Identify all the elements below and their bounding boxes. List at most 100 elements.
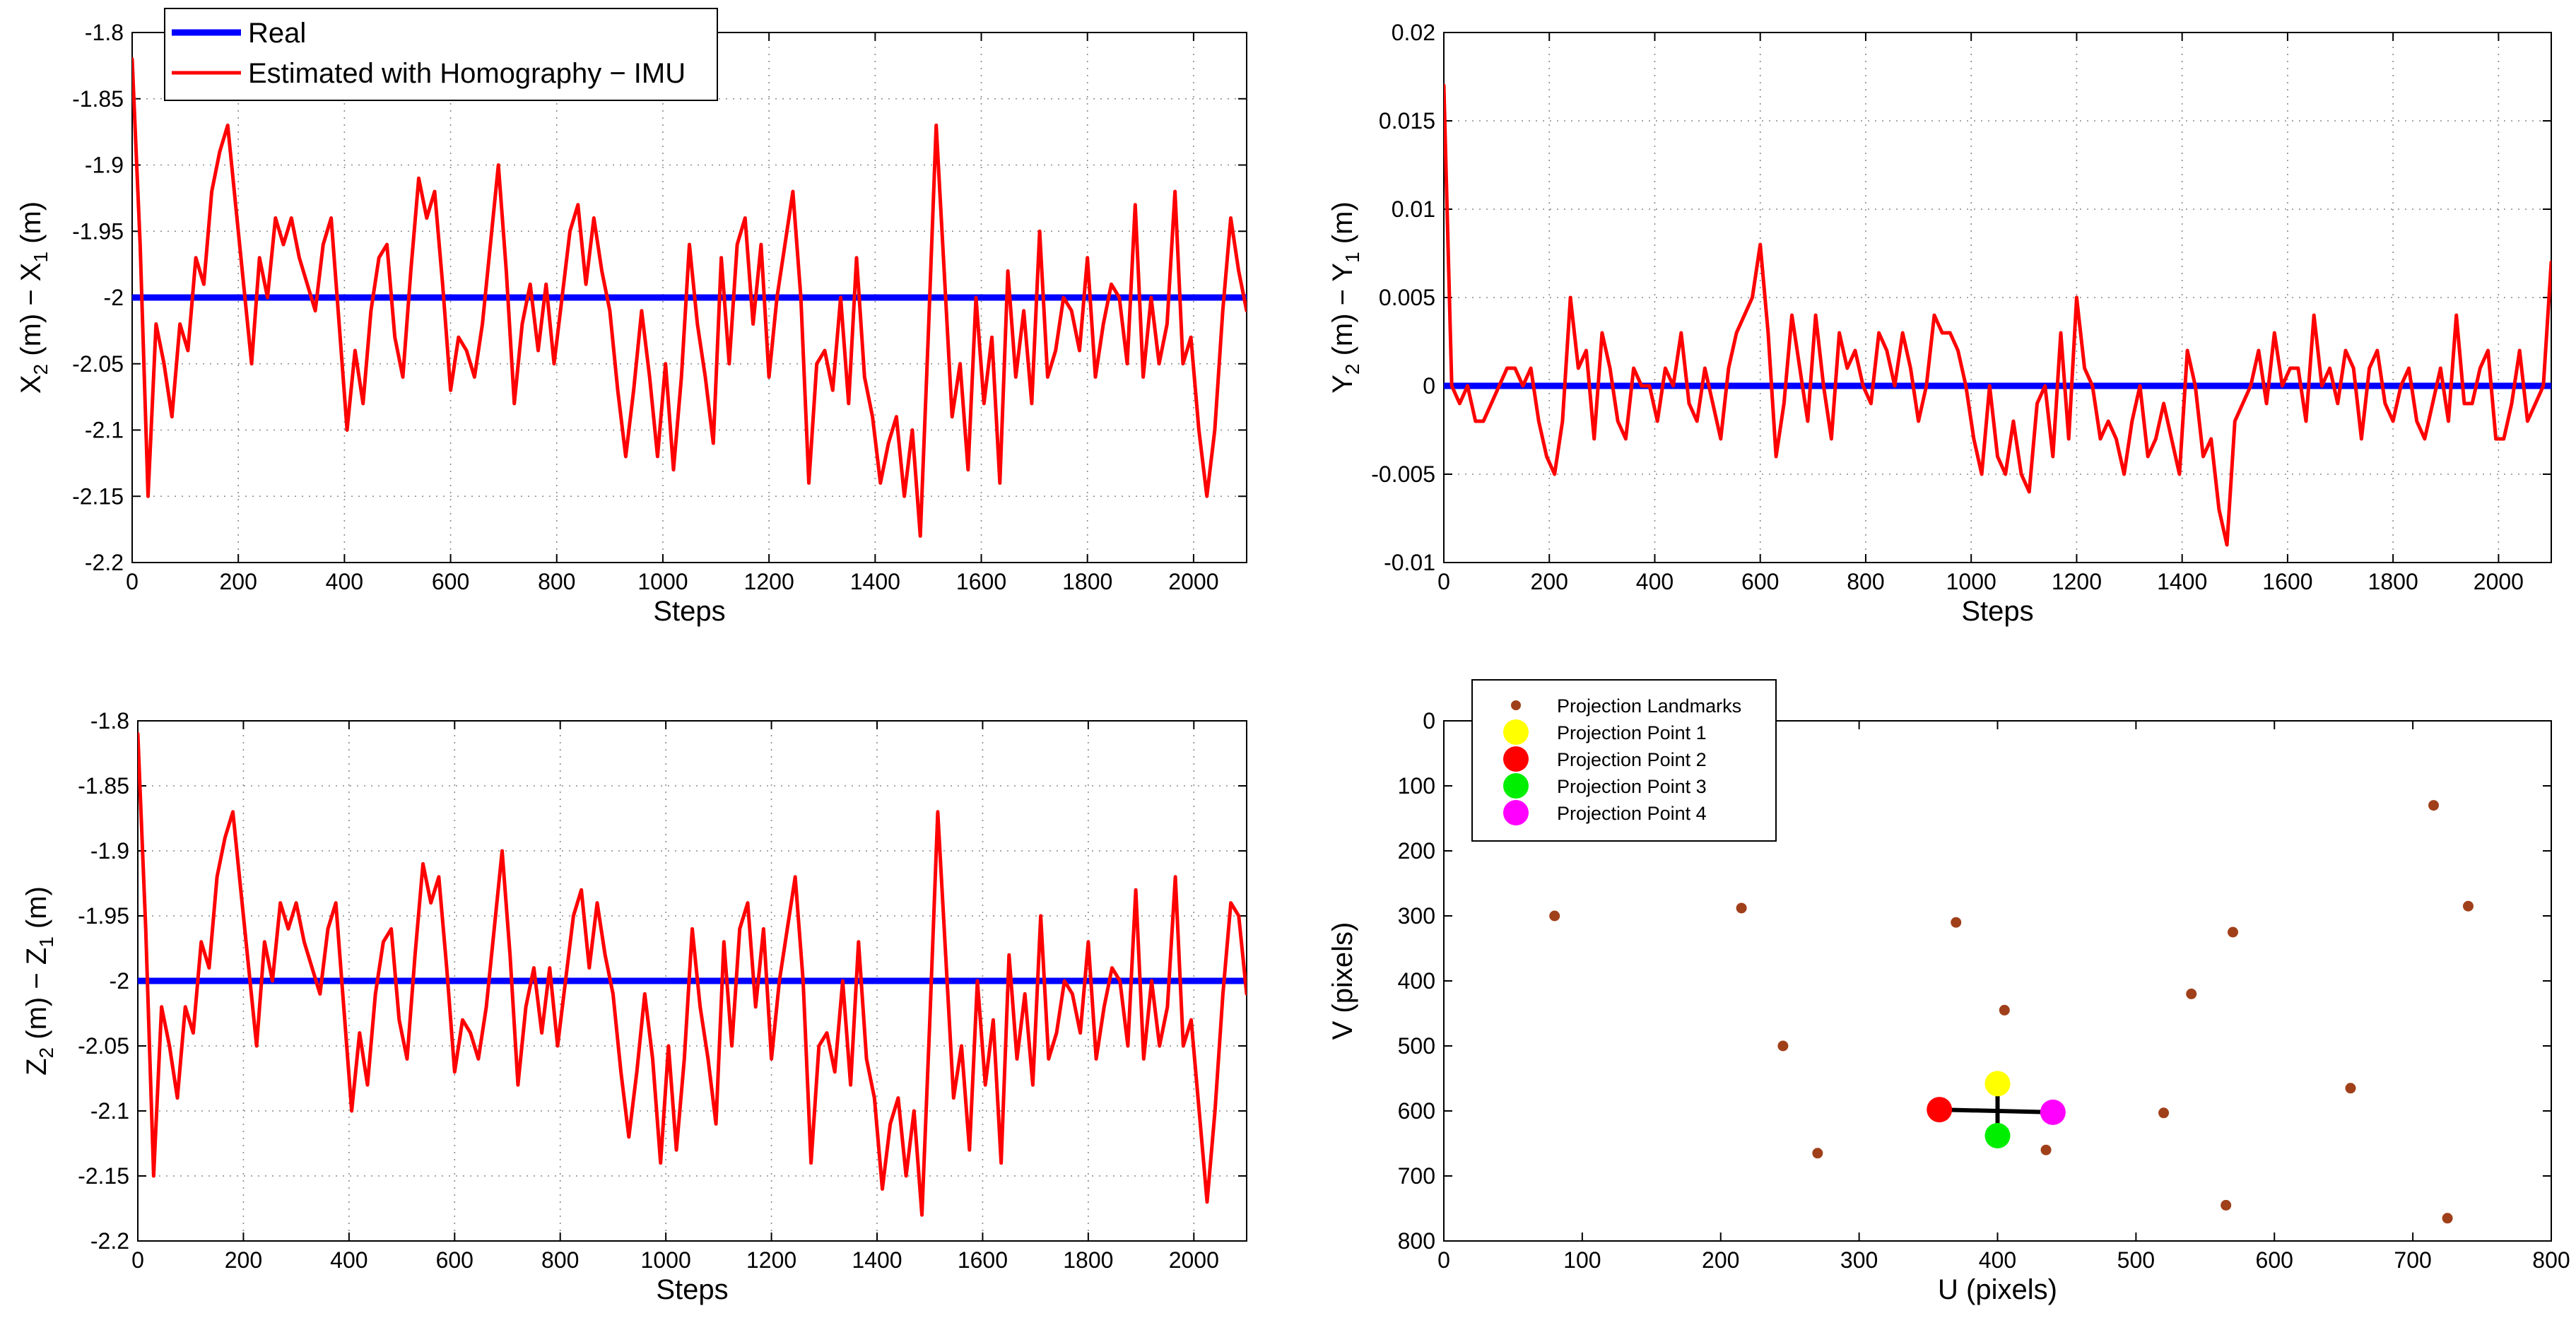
x-tick-label: 1200 (2052, 569, 2102, 594)
projection-point-1 (1984, 1071, 2011, 1097)
y-tick-label: -2 (104, 285, 124, 310)
x-tick-label: 1200 (746, 1247, 796, 1273)
y-tick-label: -1.95 (72, 218, 124, 244)
landmark-point (1549, 910, 1560, 922)
x-tick-label: 600 (2256, 1247, 2293, 1273)
x-axis: 0 100 200 300 400 500 600 700 800 (1437, 721, 2570, 1273)
x-tick-label: 1600 (2262, 569, 2312, 594)
legend-label: Projection Point 3 (1557, 776, 1707, 797)
y-tick-label: 200 (1398, 838, 1435, 864)
y-axis-label-part: 1 (1341, 252, 1363, 263)
landmark-point (2428, 800, 2440, 811)
landmark-point (2462, 900, 2474, 912)
plot-marks (132, 57, 1247, 538)
landmark-point (2345, 1083, 2356, 1094)
series-line-estimated (132, 57, 1247, 538)
y-tick-label: -2.15 (78, 1163, 129, 1189)
x-tick-label: 0 (1437, 569, 1450, 594)
y-axis-label-part: 1 (35, 936, 57, 948)
y-tick-label: -0.005 (1371, 461, 1435, 487)
legend-label: Real (248, 18, 306, 49)
landmark-point (1999, 1004, 2010, 1016)
legend-label: Projection Point 1 (1557, 722, 1707, 743)
y-tick-label: -1.8 (90, 708, 129, 734)
legend-label: Estimated with Homography − IMU (248, 58, 686, 89)
x-tick-label: 800 (1847, 569, 1884, 594)
x-tick-label: 300 (1840, 1247, 1878, 1273)
landmark-point (1736, 902, 1747, 914)
x-axis: 0 200 400 600 800 1000 1200 1400 1600 1800 2000 (126, 33, 1218, 594)
landmark-point (2158, 1107, 2170, 1119)
x-tick-label: 600 (1741, 569, 1779, 594)
x-tick-label: 2000 (1168, 569, 1218, 594)
y-axis-label-part: (m) (16, 201, 47, 252)
y-tick-label: 700 (1398, 1163, 1435, 1189)
x-tick-label: 200 (219, 569, 257, 594)
legend-label: Projection Point 4 (1557, 803, 1707, 824)
y-tick-label: -1.85 (72, 86, 124, 112)
x-tick-label: 0 (126, 569, 139, 594)
x-tick-label: 1800 (2368, 569, 2418, 594)
x-tick-label: 400 (330, 1247, 367, 1273)
x-tick-label: 700 (2394, 1247, 2431, 1273)
y-axis-label-part: (m) − X (16, 263, 47, 364)
y-tick-label: 300 (1398, 903, 1435, 929)
landmark-point (2040, 1144, 2052, 1155)
y-axis: -2.2 -2.15 -2.1 -2.05 -2 -1.95 -1.9 -1.85 -1.8 (78, 708, 1247, 1254)
legend-label: Projection Landmarks (1557, 695, 1741, 717)
y-tick-label: -2.2 (90, 1228, 129, 1254)
chart-uv: 0 100 200 300 400 500 600 700 800010020030040050… (1327, 679, 2570, 1305)
y-tick-label: 800 (1398, 1228, 1435, 1254)
y-tick-label: 100 (1398, 773, 1435, 799)
x-axis-label: Steps (656, 1274, 728, 1305)
y-axis-label-part: 2 (30, 364, 52, 375)
y-tick-label: 0.015 (1379, 108, 1435, 134)
legend-marker (1503, 719, 1529, 745)
y-tick-label: 500 (1398, 1033, 1435, 1059)
y-tick-label: 0 (1423, 708, 1435, 734)
y-axis-label-part: Z (21, 1058, 52, 1075)
x-axis-label: U (pixels) (1938, 1274, 2057, 1305)
chart-z: 0 200 400 600 800 1000 1200 1400 1600 1800 2000-2.… (21, 708, 1247, 1305)
x-tick-label: 200 (1531, 569, 1568, 594)
x-tick-label: 0 (131, 1247, 144, 1273)
landmark-point (2227, 926, 2238, 938)
y-tick-label: -2.05 (72, 351, 124, 377)
y-axis-label-part: (m) − Z (21, 948, 52, 1047)
y-tick-label: -0.01 (1384, 550, 1435, 575)
x-tick-label: 600 (436, 1247, 474, 1273)
x-tick-label: 200 (1702, 1247, 1739, 1273)
y-axis-label: Y2 (m) − Y1 (m) (1327, 201, 1363, 394)
x-tick-label: 200 (225, 1247, 262, 1273)
y-axis-label-part: (m) (21, 886, 52, 936)
y-axis-label-part: 1 (30, 252, 52, 263)
x-tick-label: 400 (1636, 569, 1674, 594)
x-tick-label: 1600 (956, 569, 1006, 594)
y-tick-label: -1.9 (90, 838, 129, 864)
y-tick-label: -1.85 (78, 773, 129, 799)
y-axis-label-part: X (16, 375, 47, 394)
series-line-estimated (138, 731, 1247, 1217)
x-tick-label: 400 (1979, 1247, 2016, 1273)
chart-x: 0 200 400 600 800 1000 1200 1400 1600 1800 2000-2.… (16, 8, 1247, 627)
y-tick-label: -2.1 (85, 418, 124, 443)
series-line-estimated (1444, 83, 2551, 547)
y-tick-label: -1.8 (85, 20, 124, 45)
legend-marker (1503, 800, 1529, 825)
landmark-point (1777, 1040, 1789, 1052)
y-axis-label: V (pixels) (1327, 922, 1358, 1040)
x-tick-label: 1400 (850, 569, 900, 594)
x-tick-label: 100 (1563, 1247, 1601, 1273)
y-tick-label: -2.2 (85, 550, 124, 575)
y-axis: 0 100 200 300 400 500 600 700 800 (1398, 708, 2551, 1254)
x-tick-label: 1000 (641, 1247, 691, 1273)
projection-point-3 (1984, 1122, 2011, 1148)
x-tick-label: 2000 (1169, 1247, 1219, 1273)
x-tick-label: 1400 (2157, 569, 2207, 594)
y-tick-label: 0.005 (1379, 285, 1435, 310)
y-axis-label-part: (m) (1327, 201, 1358, 252)
legend-marker (1503, 773, 1529, 799)
legend-box (164, 8, 718, 101)
y-axis-label-part: (m) − Y (1327, 263, 1358, 364)
